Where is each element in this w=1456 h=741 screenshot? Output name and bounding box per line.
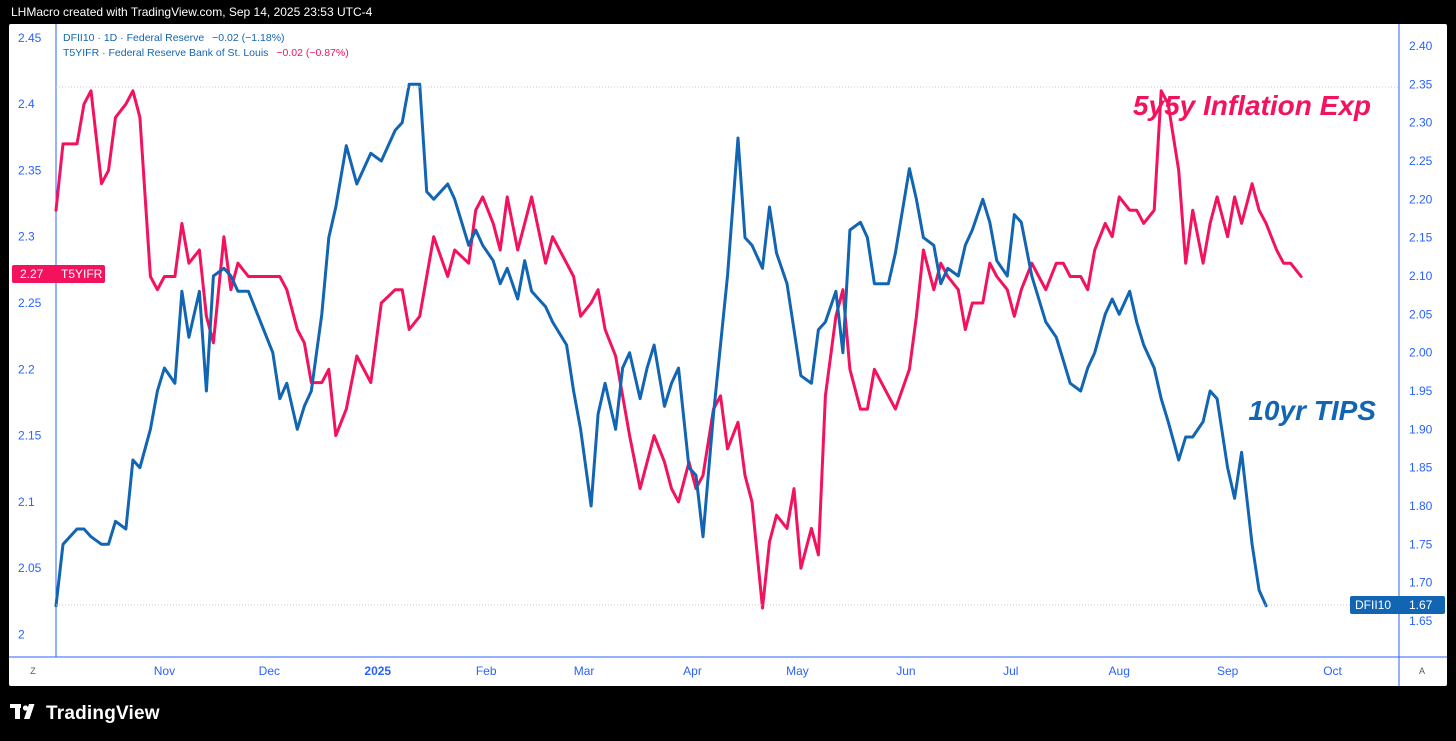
time-axis-tick-label: 2025 <box>364 664 391 678</box>
right-axis-tick-label: 2.10 <box>1409 269 1433 283</box>
annotation-5y5y-inflation: 5y5y Inflation Exp <box>1133 90 1371 121</box>
right-axis-tick-label: 1.80 <box>1409 499 1433 513</box>
right-axis-tick-label: 1.65 <box>1409 614 1433 628</box>
right-axis-tick-label: 1.85 <box>1409 461 1433 475</box>
time-axis-tick-label: Aug <box>1109 664 1130 678</box>
time-axis-tick-label: May <box>786 664 809 678</box>
right-axis-tick-label: 1.95 <box>1409 384 1433 398</box>
price-label-dfii10-bg <box>1350 596 1445 614</box>
attribution-text: LHMacro created with TradingView.com, Se… <box>11 5 373 19</box>
left-axis-tick-label: 2 <box>18 628 25 642</box>
time-axis-tick-label: Oct <box>1323 664 1342 678</box>
legend-t5yifr-label: T5YIFR · Federal Reserve Bank of St. Lou… <box>63 47 269 59</box>
right-axis-tick-label: 2.40 <box>1409 39 1433 53</box>
price-label-dfii10-value: 1.67 <box>1409 598 1433 612</box>
right-axis-tick-label: 2.25 <box>1409 154 1433 168</box>
bottom-bar: TradingView <box>0 686 1456 741</box>
left-axis-tick-label: 2.3 <box>18 230 35 244</box>
tradingview-logo-icon <box>10 704 35 719</box>
right-axis-tick-label: 2.15 <box>1409 231 1433 245</box>
right-axis-tick-label: 1.90 <box>1409 422 1433 436</box>
time-axis-tick-label: Dec <box>259 664 280 678</box>
price-label-t5yifr-value: 2.27 <box>20 267 44 281</box>
legend-dfii10[interactable]: DFII10 · 1D · Federal Reserve −0.02 (−1.… <box>63 32 285 44</box>
legend-dfii10-change: −0.02 (−1.18%) <box>212 32 285 44</box>
chart-svg[interactable]: 2.45 2.4 2.35 2.3 2.25 2.2 2.15 2.1 2.05 2 2.40 2.3… <box>9 24 1447 686</box>
time-axis-tick-label: Jul <box>1003 664 1018 678</box>
left-axis-tick-label: 2.05 <box>18 561 42 575</box>
price-label-t5yifr-name: T5YIFR <box>61 267 103 281</box>
time-axis-tick-label: Sep <box>1217 664 1239 678</box>
time-axis-tick-label: Mar <box>574 664 595 678</box>
right-axis-tick-label: 1.70 <box>1409 576 1433 590</box>
left-axis-tick-label: 2.2 <box>18 362 35 376</box>
left-axis-tick-label: 2.25 <box>18 296 42 310</box>
legend-t5yifr[interactable]: T5YIFR · Federal Reserve Bank of St. Lou… <box>63 47 349 59</box>
time-axis-tick-label: Nov <box>154 664 175 678</box>
left-axis-tick-label: 2.1 <box>18 495 35 509</box>
right-axis-tick-label: 2.05 <box>1409 307 1433 321</box>
zoom-reset-button[interactable]: Z <box>30 666 36 676</box>
right-axis-tick-label: 1.75 <box>1409 537 1433 551</box>
legend-t5yifr-change: −0.02 (−0.87%) <box>276 47 349 59</box>
tradingview-brand: TradingView <box>46 703 160 724</box>
left-axis-tick-label: 2.45 <box>18 31 42 45</box>
legend-dfii10-label: DFII10 · 1D · Federal Reserve <box>63 32 205 44</box>
price-label-t5yifr-bg <box>12 265 105 283</box>
auto-scale-button[interactable]: A <box>1418 666 1425 676</box>
series-line-dfii10 <box>54 82 1268 608</box>
time-axis-tick-label: Feb <box>476 664 497 678</box>
top-bar: LHMacro created with TradingView.com, Se… <box>0 0 1456 24</box>
right-axis-tick-label: 2.20 <box>1409 192 1433 206</box>
time-axis-tick-label: Apr <box>683 664 702 678</box>
series-line-t5yifr <box>54 89 1303 610</box>
chart-panel[interactable]: 2.45 2.4 2.35 2.3 2.25 2.2 2.15 2.1 2.05 2 2.40 2.3… <box>9 24 1447 686</box>
right-axis-tick-label: 2.00 <box>1409 346 1433 360</box>
right-axis-tick-label: 2.35 <box>1409 77 1433 91</box>
time-axis-tick-label: Jun <box>896 664 915 678</box>
left-axis-tick-label: 2.35 <box>18 163 42 177</box>
price-label-dfii10-name: DFII10 <box>1355 598 1391 612</box>
right-axis-tick-label: 2.30 <box>1409 116 1433 130</box>
left-axis-tick-label: 2.4 <box>18 97 35 111</box>
left-axis-tick-label: 2.15 <box>18 429 42 443</box>
annotation-10yr-tips: 10yr TIPS <box>1248 395 1376 426</box>
